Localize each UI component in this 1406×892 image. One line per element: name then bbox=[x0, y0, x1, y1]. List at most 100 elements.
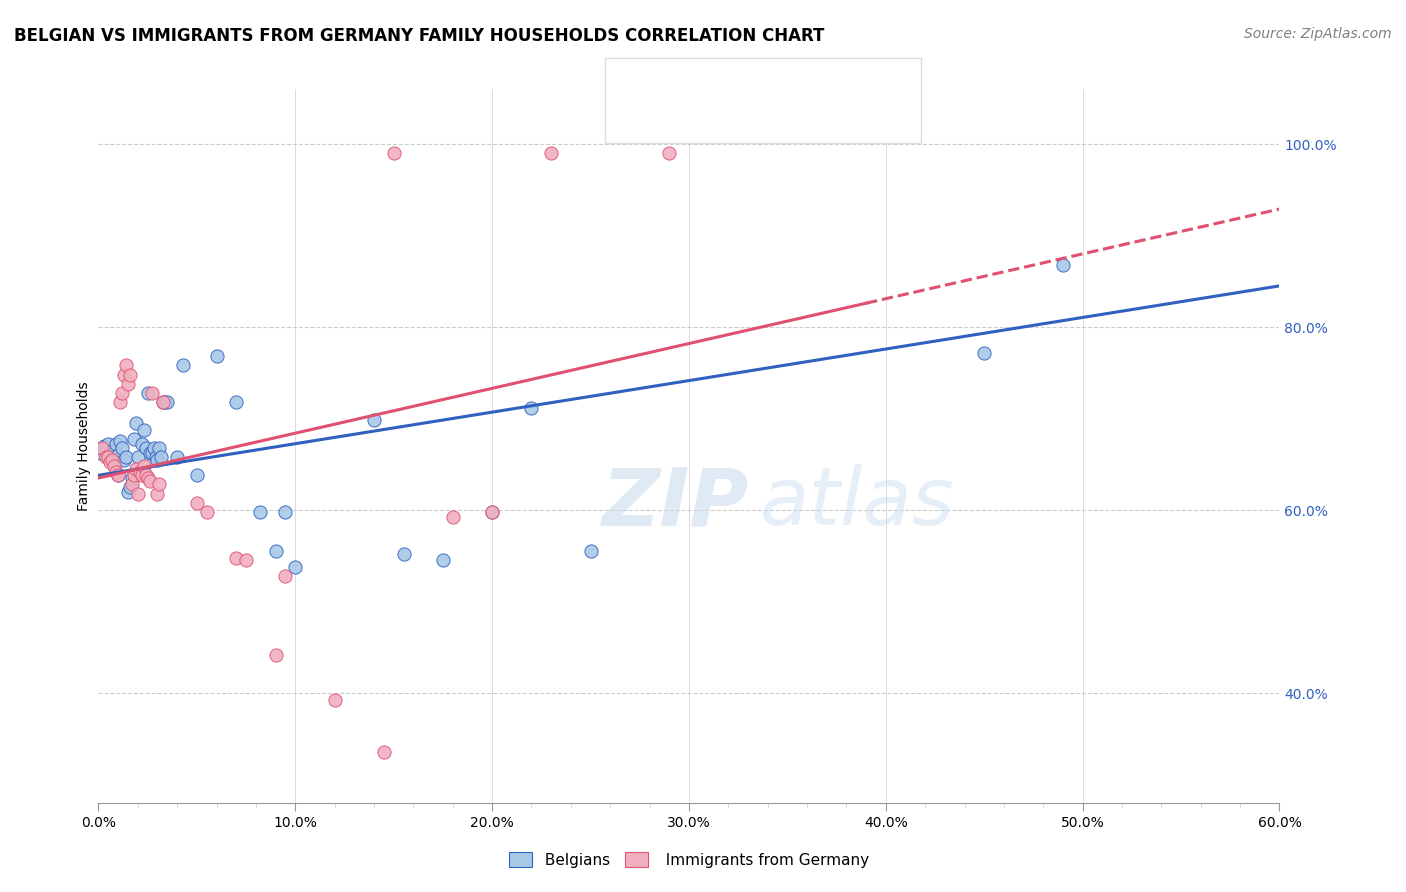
Point bbox=[205, 349, 228, 363]
Point bbox=[249, 505, 271, 519]
Point bbox=[225, 395, 247, 409]
Point bbox=[107, 448, 129, 462]
Point bbox=[150, 450, 173, 464]
Point bbox=[274, 569, 297, 583]
Point bbox=[101, 443, 124, 458]
Point bbox=[146, 452, 169, 467]
Point bbox=[148, 441, 170, 455]
Text: R = 0.538: R = 0.538 bbox=[661, 77, 744, 95]
Text: ZIP: ZIP bbox=[600, 464, 748, 542]
Point bbox=[125, 416, 148, 430]
Point bbox=[481, 505, 503, 519]
Text: BELGIAN VS IMMIGRANTS FROM GERMANY FAMILY HOUSEHOLDS CORRELATION CHART: BELGIAN VS IMMIGRANTS FROM GERMANY FAMIL… bbox=[14, 27, 824, 45]
Point bbox=[89, 446, 111, 460]
Point bbox=[225, 550, 247, 565]
Point bbox=[108, 434, 131, 449]
Point bbox=[121, 471, 143, 485]
Point bbox=[101, 452, 124, 467]
Point bbox=[112, 368, 135, 382]
Point bbox=[96, 443, 118, 458]
Point bbox=[152, 395, 174, 409]
Point bbox=[323, 693, 346, 707]
Point bbox=[125, 462, 148, 476]
Point bbox=[91, 441, 114, 455]
Point bbox=[108, 395, 131, 409]
Point bbox=[441, 510, 464, 524]
Text: Source: ZipAtlas.com: Source: ZipAtlas.com bbox=[1244, 27, 1392, 41]
Point bbox=[111, 386, 134, 401]
Text: R = 0.354: R = 0.354 bbox=[661, 108, 744, 126]
Point bbox=[274, 505, 297, 519]
Point bbox=[1052, 258, 1074, 272]
Point bbox=[91, 441, 114, 455]
Point bbox=[103, 458, 125, 472]
Legend:  Belgians,   Immigrants from Germany: Belgians, Immigrants from Germany bbox=[503, 846, 875, 873]
Point bbox=[97, 437, 120, 451]
Point bbox=[105, 437, 128, 451]
Point bbox=[115, 450, 138, 464]
Point bbox=[97, 450, 120, 464]
Point bbox=[135, 468, 157, 483]
Point bbox=[112, 452, 135, 467]
Point bbox=[128, 465, 150, 479]
Point bbox=[156, 395, 179, 409]
Point bbox=[141, 386, 163, 401]
Point bbox=[98, 455, 121, 469]
Point bbox=[186, 496, 208, 510]
Text: N = 53: N = 53 bbox=[787, 77, 849, 95]
Point bbox=[118, 480, 141, 494]
Point bbox=[132, 459, 155, 474]
Point bbox=[136, 386, 159, 401]
Point bbox=[127, 486, 149, 500]
Point bbox=[235, 553, 257, 567]
Point bbox=[186, 468, 208, 483]
Point bbox=[264, 648, 287, 662]
Point bbox=[105, 465, 128, 479]
Point bbox=[363, 413, 385, 427]
Point bbox=[141, 446, 163, 460]
Point bbox=[117, 376, 139, 391]
Point bbox=[284, 559, 307, 574]
Point bbox=[264, 544, 287, 558]
Text: atlas: atlas bbox=[759, 464, 955, 542]
Point bbox=[138, 446, 160, 460]
Point bbox=[132, 423, 155, 437]
Point bbox=[540, 146, 562, 161]
Point bbox=[136, 471, 159, 485]
Point bbox=[579, 544, 602, 558]
Point bbox=[96, 450, 118, 464]
Point bbox=[973, 345, 995, 359]
Point bbox=[98, 448, 121, 462]
Point bbox=[392, 547, 415, 561]
Point bbox=[195, 505, 218, 519]
Point bbox=[131, 468, 153, 483]
Point bbox=[138, 474, 160, 488]
Point bbox=[146, 486, 169, 500]
Point bbox=[121, 477, 143, 491]
Point bbox=[155, 395, 177, 409]
Point bbox=[135, 441, 157, 455]
Point bbox=[148, 477, 170, 491]
Point bbox=[107, 468, 129, 483]
Point bbox=[127, 450, 149, 464]
Point bbox=[118, 368, 141, 382]
Point bbox=[166, 450, 188, 464]
Point bbox=[520, 401, 543, 415]
Point bbox=[658, 146, 681, 161]
Point bbox=[111, 441, 134, 455]
Point bbox=[481, 505, 503, 519]
Text: N = 41: N = 41 bbox=[787, 108, 849, 126]
Point bbox=[122, 468, 145, 483]
Point bbox=[117, 484, 139, 499]
Point bbox=[93, 439, 115, 453]
Point bbox=[115, 359, 138, 373]
Point bbox=[145, 450, 167, 464]
Point bbox=[122, 432, 145, 446]
Point bbox=[172, 359, 194, 373]
Point bbox=[131, 437, 153, 451]
Point bbox=[107, 468, 129, 483]
Point bbox=[103, 459, 125, 474]
Point bbox=[97, 450, 120, 464]
Point bbox=[382, 146, 405, 161]
Point bbox=[142, 441, 165, 455]
